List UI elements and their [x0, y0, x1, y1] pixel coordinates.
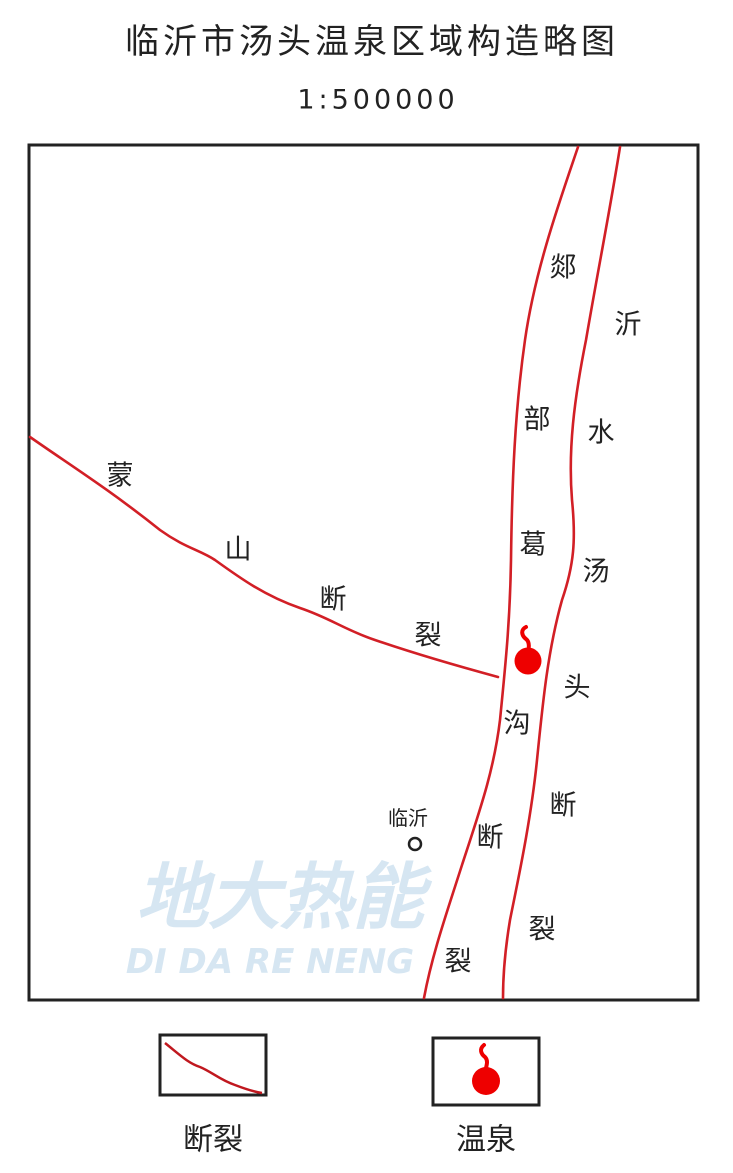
west-fault-label: 郯 部 葛 沟 断 裂 [445, 253, 577, 978]
legend: 断裂 温泉 [158, 1033, 541, 1158]
label-char: 水 [588, 418, 615, 449]
city-label: 临沂 [388, 806, 428, 830]
label-char: 部 [524, 405, 551, 436]
watermark-en: DI DA RE NENG [126, 942, 414, 982]
label-char: 山 [225, 535, 252, 566]
east-fault-line [501, 145, 622, 1000]
city-linyi: 临沂 [388, 806, 428, 852]
circle-icon [407, 836, 423, 852]
west-fault-line [422, 145, 580, 1000]
map-title: 临沂市汤头温泉区域构造略图 [125, 22, 619, 62]
label-char: 断 [550, 791, 577, 822]
hot-spring-icon [514, 625, 542, 675]
watermark: 地大热能 DI DA RE NENG [126, 855, 433, 982]
mengshan-fault-label: 蒙 山 断 裂 [107, 461, 442, 652]
label-char: 葛 [520, 530, 547, 561]
label-char: 沟 [504, 709, 531, 740]
legend-label-fault: 断裂 [183, 1123, 243, 1158]
legend-item-hot-spring: 温泉 [431, 1036, 541, 1158]
watermark-cn: 地大热能 [136, 855, 433, 939]
map-scale: 1:500000 [297, 85, 458, 116]
label-char: 郯 [550, 253, 577, 284]
legend-item-fault: 断裂 [158, 1033, 268, 1158]
label-char: 断 [320, 585, 347, 616]
label-char: 头 [564, 673, 591, 704]
label-char: 裂 [445, 947, 472, 978]
mengshan-fault-line [28, 435, 500, 679]
hot-spring-icon [472, 1043, 500, 1095]
fault-line-icon [164, 1042, 263, 1095]
label-char: 沂 [615, 310, 642, 341]
label-char: 裂 [529, 915, 556, 946]
label-char: 蒙 [107, 461, 134, 492]
label-char: 裂 [415, 621, 442, 652]
legend-label-hot-spring: 温泉 [456, 1123, 516, 1158]
label-char: 断 [477, 823, 504, 854]
map-frame [27, 143, 700, 1002]
east-fault-label: 沂 水 汤 头 断 裂 [529, 310, 642, 946]
label-char: 汤 [583, 557, 610, 588]
